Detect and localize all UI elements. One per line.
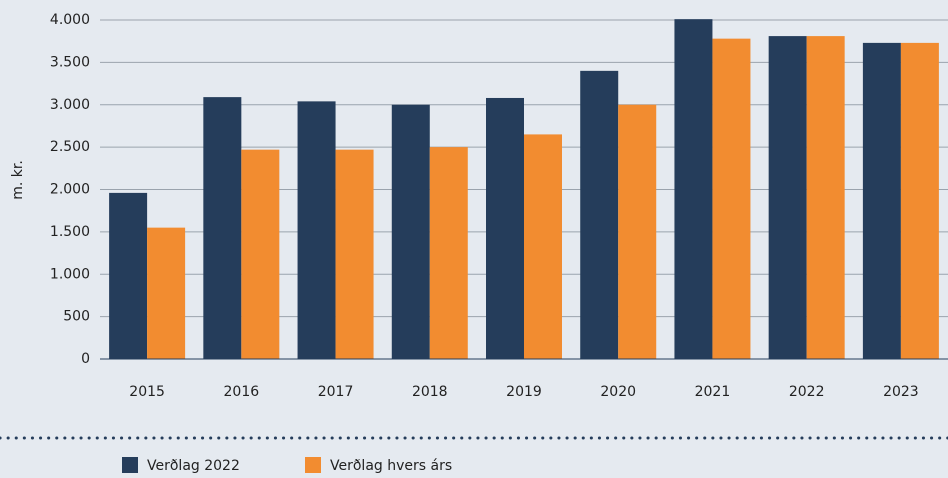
bar (862, 42, 901, 359)
y-tick-label: 3.500 (50, 54, 90, 70)
legend-swatch (122, 457, 138, 473)
bar (524, 134, 562, 359)
legend-swatch (305, 457, 321, 473)
bar (203, 97, 242, 359)
y-tick-label: 1.000 (50, 266, 90, 282)
bar (429, 147, 468, 359)
y-tick-label: 2.000 (50, 182, 90, 198)
bar (297, 101, 336, 360)
bar (109, 192, 148, 359)
x-tick-label: 2022 (789, 384, 825, 400)
bar (768, 36, 807, 359)
bar (674, 19, 713, 360)
y-tick-label: 2.500 (50, 139, 90, 155)
legend-label: Verðlag 2022 (147, 458, 240, 474)
x-tick-label: 2018 (412, 384, 448, 400)
bar (241, 149, 280, 359)
x-tick-label: 2015 (129, 384, 165, 400)
y-tick-label: 1.500 (50, 224, 90, 240)
bar (147, 227, 186, 359)
bar (580, 70, 619, 359)
x-tick-label: 2019 (506, 384, 542, 400)
x-tick-label: 2021 (695, 384, 731, 400)
bar (618, 104, 657, 359)
y-tick-label: 4.000 (50, 12, 90, 28)
x-tick-label: 2016 (224, 384, 260, 400)
x-tick-label: 2020 (600, 384, 636, 400)
bar (712, 38, 751, 360)
bar (806, 36, 845, 359)
y-tick-label: 3.000 (50, 97, 90, 113)
bar (335, 149, 374, 359)
y-tick-label: 500 (63, 309, 90, 325)
x-tick-label: 2023 (883, 384, 919, 400)
x-tick-label: 2017 (318, 384, 354, 400)
bar (391, 104, 430, 359)
bar (486, 97, 524, 359)
y-tick-label: 0 (81, 351, 90, 367)
legend-label: Verðlag hvers árs (330, 458, 452, 474)
y-axis-label: m. kr. (10, 160, 26, 200)
bar (900, 42, 939, 359)
